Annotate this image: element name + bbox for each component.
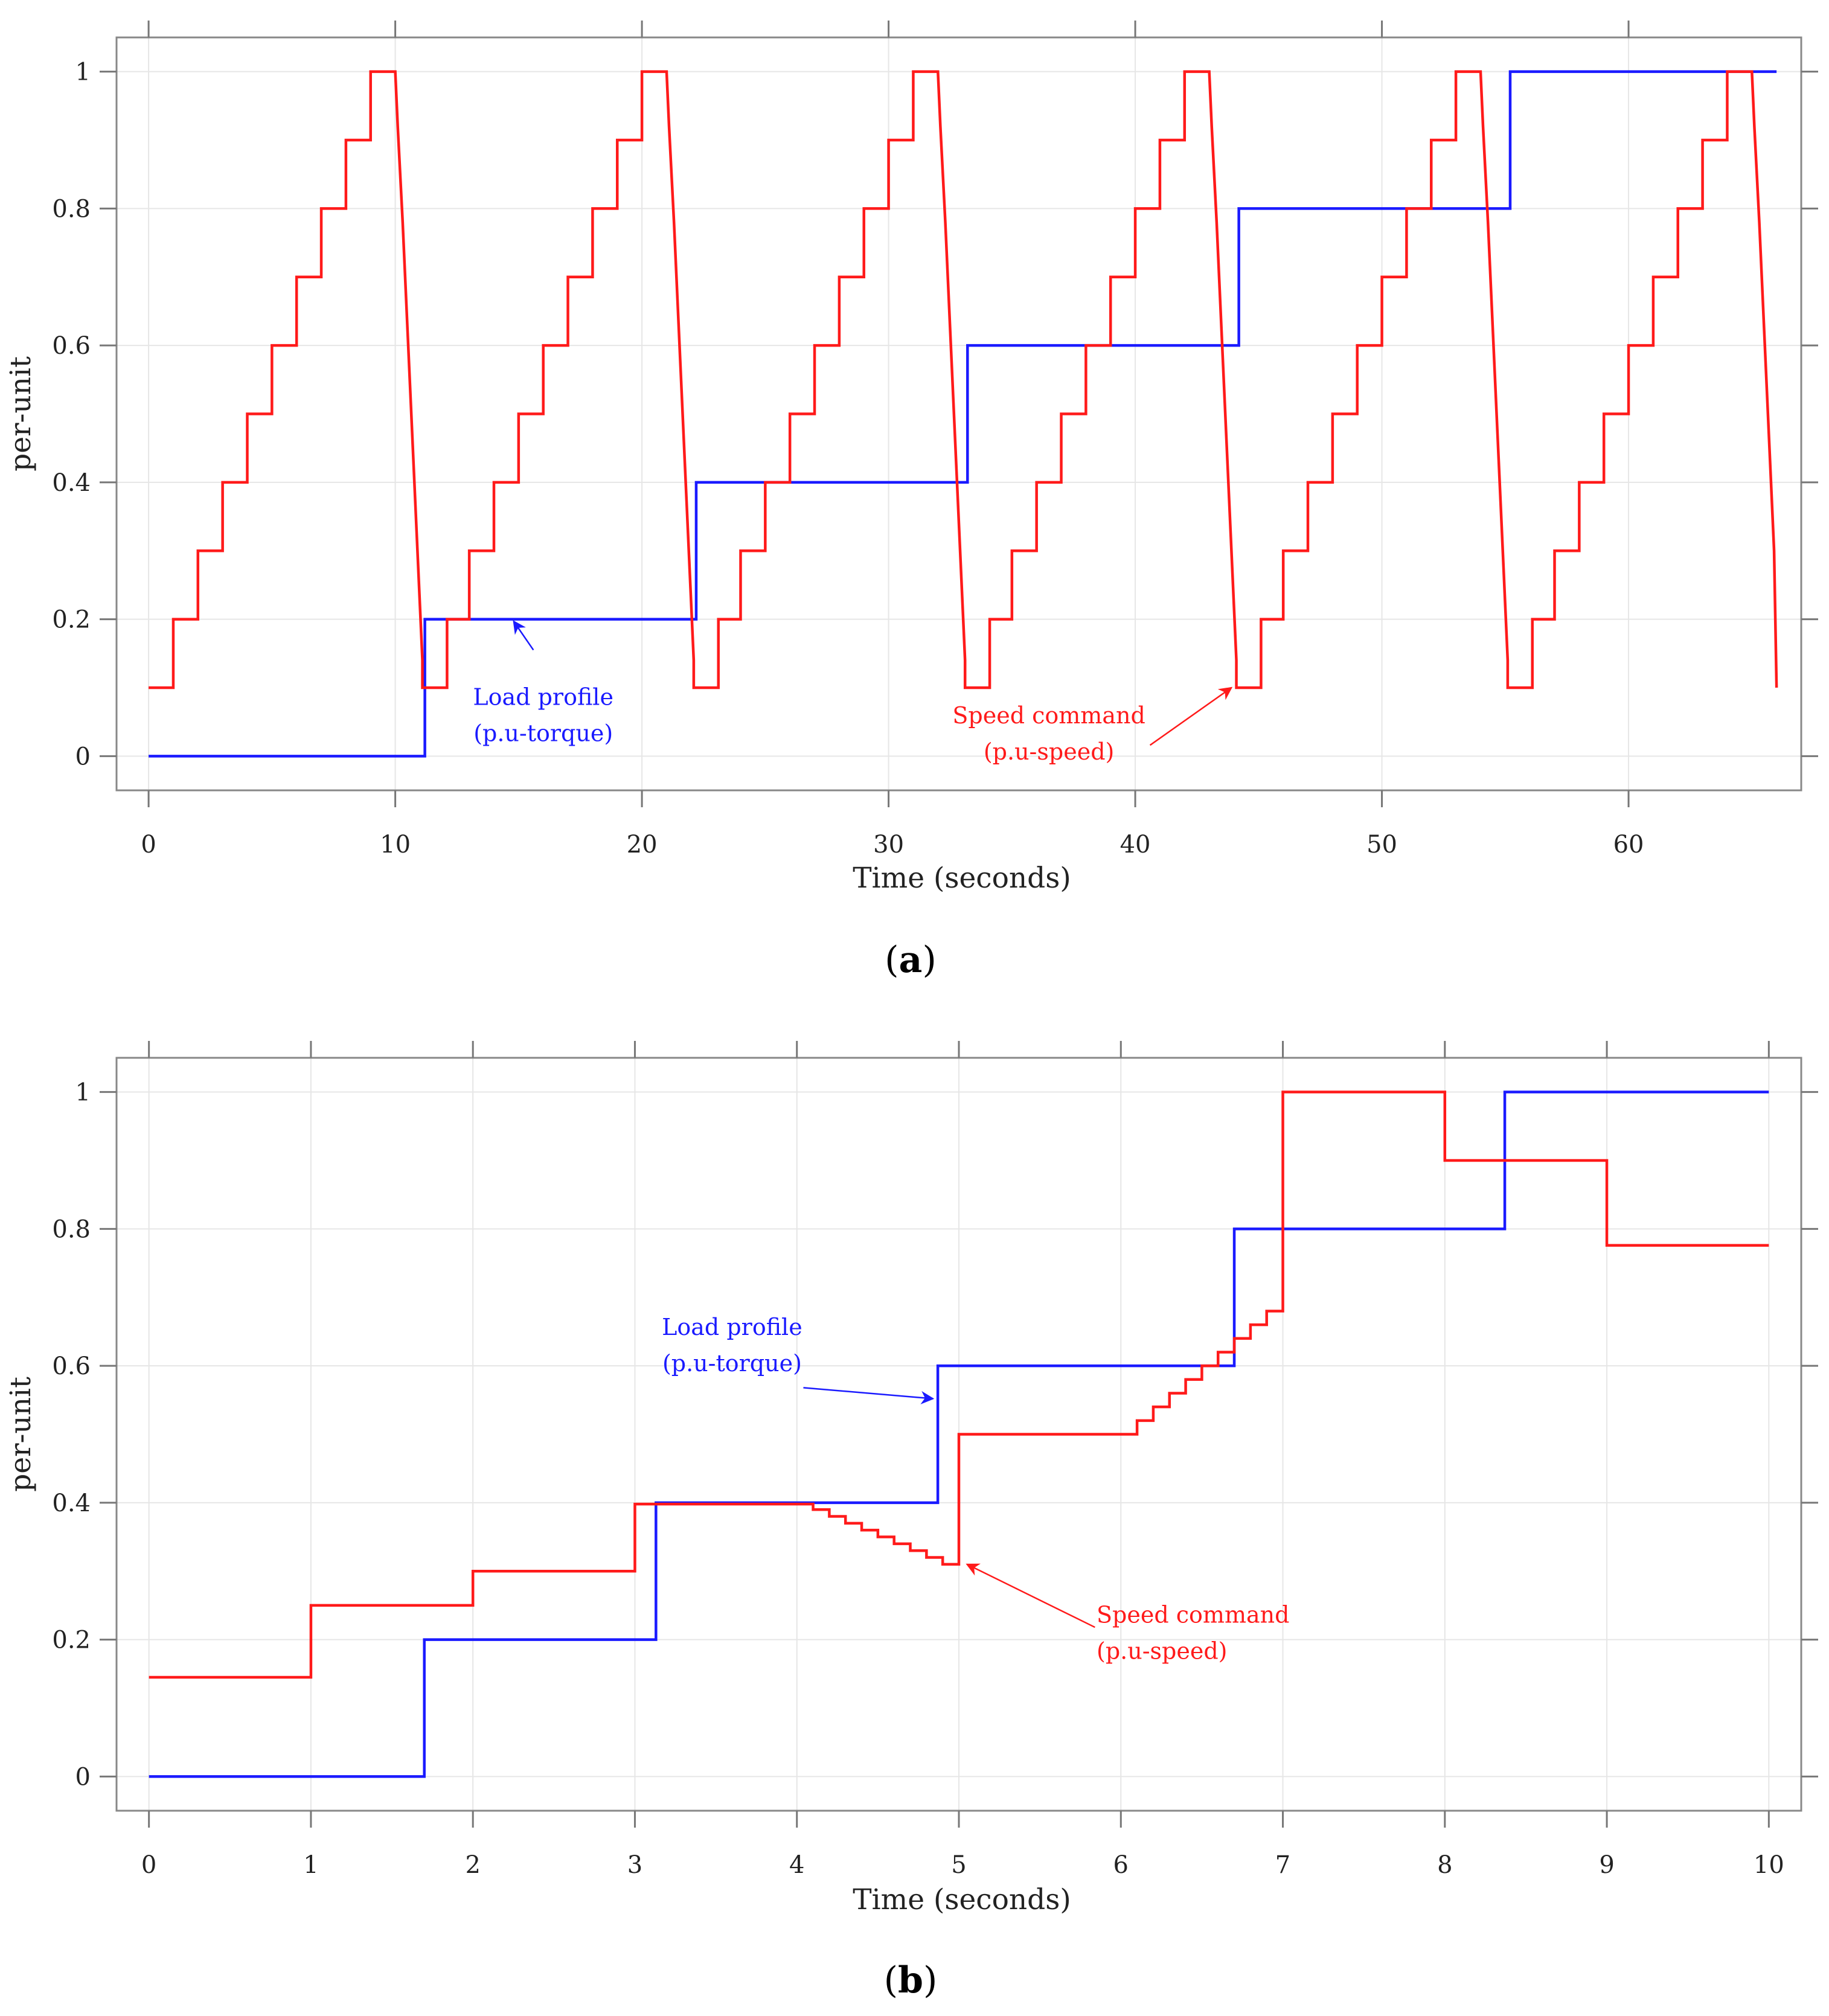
y-tick-label: 0.4: [52, 1490, 91, 1517]
speed-command-line: [149, 1090, 1769, 1679]
y-tick-label: 0.6: [52, 1352, 91, 1380]
x-axis-title: Time (seconds): [853, 1883, 1071, 1916]
annotation-label: (p.u-speed): [984, 738, 1115, 765]
y-tick-label: 0: [75, 1763, 91, 1791]
annotation-label: (p.u-torque): [473, 720, 613, 746]
x-tick-label: 9: [1599, 1851, 1614, 1879]
plot-frame: [115, 36, 1802, 792]
y-tick-label: 0.2: [52, 1627, 91, 1654]
annotation-label: Load profile: [473, 683, 613, 710]
x-tick-label: 2: [465, 1851, 480, 1879]
y-axis-title: per-unit: [4, 356, 37, 472]
y-axis-title: per-unit: [4, 1377, 37, 1492]
x-axis-title: Time (seconds): [853, 862, 1071, 895]
y-tick-label: 0.8: [52, 1215, 91, 1243]
panel-letter: a: [899, 939, 923, 981]
y-tick-label: 0.2: [52, 606, 91, 634]
panel-a: 0 10 20 30 40 50 60 0 0.2 0.4 0.6 0.8 1 Time (seconds…: [4, 21, 1818, 981]
annotation-arrow: [966, 1563, 1095, 1628]
load-profile-line: [149, 70, 1777, 758]
x-tick-label: 0: [141, 831, 156, 859]
annotation-label: Speed command: [952, 702, 1145, 729]
x-tick-label: 60: [1613, 831, 1644, 859]
y-tick-label: 0.6: [52, 332, 91, 360]
annotation-label: Speed command: [1097, 1601, 1289, 1628]
annotation-arrow: [1149, 686, 1233, 746]
y-tick-label: 1: [75, 59, 91, 86]
y-tick-label: 0.4: [52, 469, 91, 497]
panel-label: (a): [885, 939, 937, 981]
annotation-label: Load profile: [662, 1314, 802, 1340]
x-tick-label: 6: [1113, 1851, 1129, 1879]
annotation-label: (p.u-torque): [662, 1350, 802, 1377]
x-tick-label: 30: [873, 831, 904, 859]
y-tick-label: 0.8: [52, 195, 91, 223]
x-tick-label: 1: [303, 1851, 318, 1879]
speed-command-line: [149, 70, 1778, 690]
x-tick-label: 40: [1120, 831, 1151, 859]
x-tick-label: 8: [1437, 1851, 1452, 1879]
y-tick-label: 0: [75, 743, 91, 770]
panel-b: 0 1 2 3 4 5 6 7 8 9 10 0 0.2 0.4 0.6 0.8 1 Time (seconds)…: [4, 1041, 1818, 2002]
x-tick-label: 7: [1275, 1851, 1290, 1879]
panel-letter: b: [898, 1959, 923, 2002]
x-tick-label: 50: [1366, 831, 1397, 859]
x-tick-label: 10: [1754, 1851, 1784, 1879]
x-tick-label: 3: [627, 1851, 642, 1879]
x-tick-label: 20: [627, 831, 658, 859]
x-tick-label: 4: [789, 1851, 804, 1879]
annotation-label: (p.u-speed): [1097, 1637, 1228, 1664]
load-profile-line: [149, 1090, 1769, 1778]
annotation-arrow: [513, 620, 534, 651]
x-tick-label: 10: [380, 831, 411, 859]
x-tick-label: 5: [951, 1851, 966, 1879]
panel-label: (b): [884, 1959, 938, 2002]
x-tick-label: 0: [141, 1851, 156, 1879]
annotation-arrow: [803, 1387, 935, 1404]
y-tick-label: 1: [75, 1079, 91, 1107]
